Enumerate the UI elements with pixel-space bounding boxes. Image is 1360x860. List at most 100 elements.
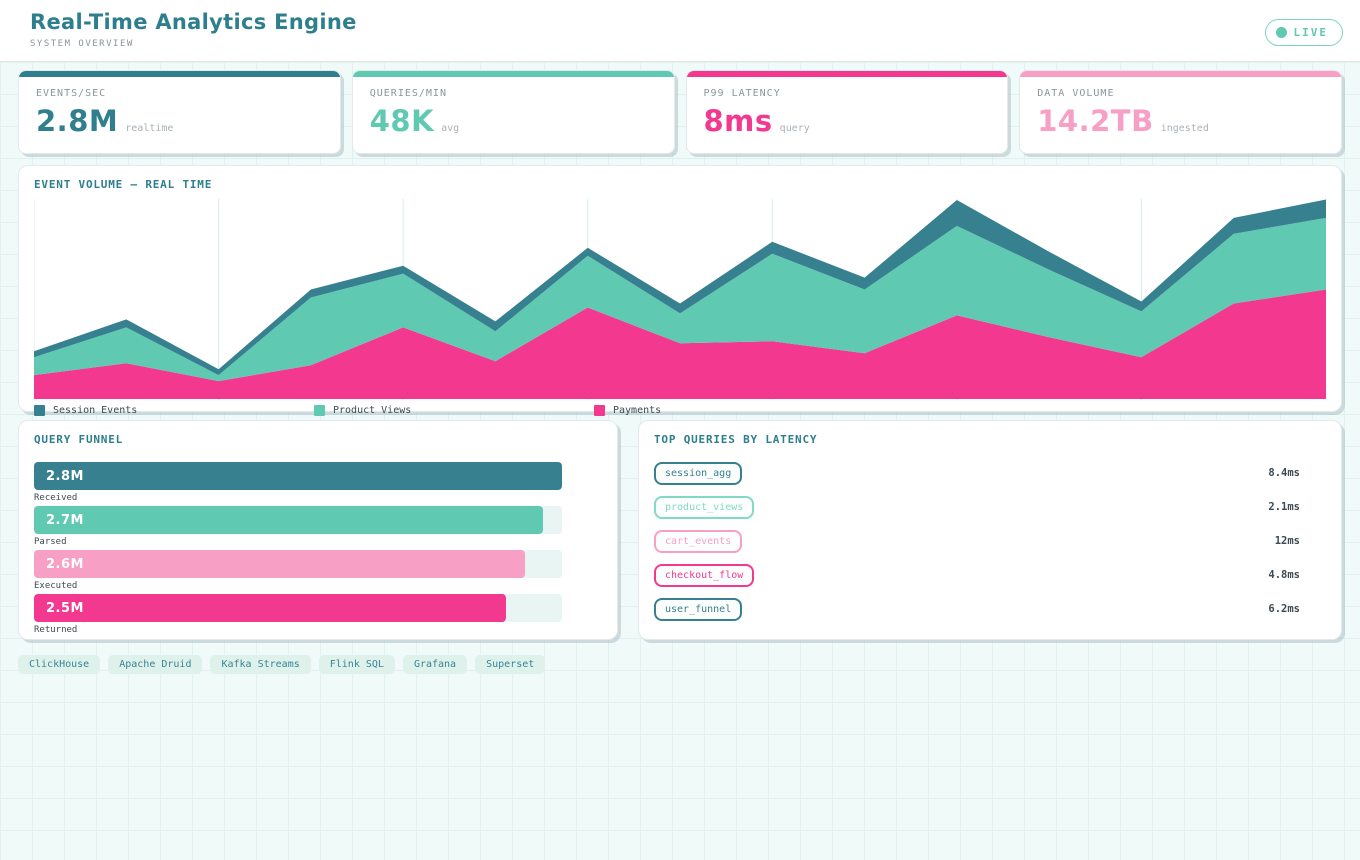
legend-item: Payments xyxy=(594,405,874,416)
stat-label: EVENTS/SEC xyxy=(36,88,107,99)
latency-value: 6.2ms xyxy=(1268,603,1300,615)
tag-apache-druid[interactable]: Apache Druid xyxy=(108,655,203,674)
funnel-bar-value: 2.5M xyxy=(46,600,84,616)
stat-label: QUERIES/MIN xyxy=(369,88,447,99)
stat-card-body: DATA VOLUME 14.2TB ingested xyxy=(1020,77,1341,138)
stat-value-row: 8ms query xyxy=(704,104,991,138)
stat-value-row: 48K avg xyxy=(370,104,657,138)
latency-row-user_funnel: user_funnel 6.2ms xyxy=(654,596,1326,622)
funnel-bar-track: 2.6M xyxy=(34,550,562,578)
funnel-step-parsed: 2.7M Parsed xyxy=(34,506,602,548)
funnel-bar-track: 2.5M xyxy=(34,594,562,622)
query-chip[interactable]: product_views xyxy=(654,495,755,519)
stat-value-row: 14.2TB ingested xyxy=(1037,104,1324,138)
legend-label: Payments xyxy=(613,405,662,416)
tag-flink-sql[interactable]: Flink SQL xyxy=(318,655,395,674)
latency-row-cart_events: cart_events 12ms xyxy=(654,528,1326,554)
main-content: EVENTS/SEC 2.8M realtime QUERIES/MIN 48K avg P… xyxy=(0,62,1360,860)
funnel-step-caption: Parsed xyxy=(34,537,67,547)
stat-unit: query xyxy=(779,123,810,134)
stat-accent-bar xyxy=(686,71,1008,77)
live-badge-label: LIVE xyxy=(1293,26,1328,39)
stat-accent-bar xyxy=(19,71,340,77)
funnel-step-caption: Executed xyxy=(34,581,78,591)
area-series-product_views xyxy=(34,217,1326,382)
legend-label: Product Views xyxy=(333,405,412,416)
header: Real-Time Analytics Engine SYSTEM OVERVI… xyxy=(0,0,1360,62)
stat-card-queries-min: QUERIES/MIN 48K avg xyxy=(351,70,675,154)
stat-card-p99-latency: P99 LATENCY 8ms query xyxy=(685,70,1009,154)
page-title: Real-Time Analytics Engine xyxy=(30,10,357,34)
funnel-bar: 2.8M xyxy=(34,462,562,490)
funnel-step-caption: Received xyxy=(34,493,78,503)
live-badge[interactable]: LIVE xyxy=(1264,19,1343,46)
latency-title: TOP QUERIES BY LATENCY xyxy=(654,433,818,446)
funnel-bar: 2.7M xyxy=(34,506,543,534)
stat-card-body: P99 LATENCY 8ms query xyxy=(687,77,1008,138)
chart-legend: Session Events Product Views Payments xyxy=(34,405,1326,416)
stat-card-data-volume: DATA VOLUME 14.2TB ingested xyxy=(1019,70,1342,154)
chart-title: EVENT VOLUME — REAL TIME xyxy=(34,178,213,191)
live-status-icon xyxy=(1275,27,1287,38)
funnel-rows: 2.8M Received 2.7M Parsed 2.6M Executed 2.5M Re… xyxy=(34,462,602,636)
legend-label: Session Events xyxy=(53,405,138,416)
tag-grafana[interactable]: Grafana xyxy=(402,655,468,674)
query-chip[interactable]: cart_events xyxy=(654,529,743,553)
tech-tags-row: ClickHouse Apache Druid Kafka Streams Flink… xyxy=(18,655,1342,674)
stat-value: 14.2TB xyxy=(1037,104,1154,138)
latency-row-product_views: product_views 2.1ms xyxy=(654,494,1326,520)
stat-value: 48K xyxy=(369,104,435,138)
stat-unit: avg xyxy=(441,123,460,134)
area-series-payments xyxy=(34,289,1326,399)
legend-item: Session Events xyxy=(34,405,314,416)
top-queries-panel: TOP QUERIES BY LATENCY session_agg 8.4ms p… xyxy=(638,420,1342,640)
funnel-step-returned: 2.5M Returned xyxy=(34,594,602,636)
tag-superset[interactable]: Superset xyxy=(475,655,546,674)
stat-label: DATA VOLUME xyxy=(1037,88,1115,99)
area-series-session_events xyxy=(34,199,1326,376)
funnel-bar-track: 2.7M xyxy=(34,506,562,534)
stat-accent-bar xyxy=(352,71,674,77)
tag-clickhouse[interactable]: ClickHouse xyxy=(18,655,101,674)
stat-unit: realtime xyxy=(125,123,174,134)
stat-accent-bar xyxy=(1020,71,1341,77)
funnel-step-caption: Returned xyxy=(34,625,78,635)
funnel-title: QUERY FUNNEL xyxy=(34,433,124,446)
stat-value: 2.8M xyxy=(36,104,119,138)
query-chip[interactable]: session_agg xyxy=(654,461,743,485)
stat-label: P99 LATENCY xyxy=(703,88,781,99)
query-funnel-panel: QUERY FUNNEL 2.8M Received 2.7M Parsed 2.6M E… xyxy=(18,420,618,640)
funnel-bar-value: 2.7M xyxy=(46,512,84,528)
latency-value: 12ms xyxy=(1274,535,1300,547)
funnel-step-executed: 2.6M Executed xyxy=(34,550,602,592)
funnel-bar-track: 2.8M xyxy=(34,462,562,490)
latency-value: 8.4ms xyxy=(1268,467,1300,479)
funnel-bar: 2.5M xyxy=(34,594,506,622)
page-subtitle: SYSTEM OVERVIEW xyxy=(30,39,134,49)
funnel-bar: 2.6M xyxy=(34,550,525,578)
stat-value-row: 2.8M realtime xyxy=(36,104,323,138)
query-chip[interactable]: user_funnel xyxy=(654,597,743,621)
funnel-bar-value: 2.8M xyxy=(46,468,84,484)
stat-card-events-sec: EVENTS/SEC 2.8M realtime xyxy=(18,70,341,154)
latency-value: 4.8ms xyxy=(1268,569,1300,581)
funnel-step-received: 2.8M Received xyxy=(34,462,602,504)
stat-card-body: QUERIES/MIN 48K avg xyxy=(353,77,674,138)
bottom-panels-row: QUERY FUNNEL 2.8M Received 2.7M Parsed 2.6M E… xyxy=(18,420,1342,640)
legend-item: Product Views xyxy=(314,405,594,416)
stat-value: 8ms xyxy=(703,104,773,138)
latency-value: 2.1ms xyxy=(1268,501,1300,513)
stat-unit: ingested xyxy=(1160,123,1209,134)
latency-row-session_agg: session_agg 8.4ms xyxy=(654,460,1326,486)
tag-kafka-streams[interactable]: Kafka Streams xyxy=(210,655,311,674)
legend-swatch-icon xyxy=(314,405,325,416)
funnel-bar-value: 2.6M xyxy=(46,556,84,572)
stat-card-body: EVENTS/SEC 2.8M realtime xyxy=(19,77,340,138)
latency-rows: session_agg 8.4ms product_views 2.1ms cart_e… xyxy=(654,460,1326,622)
stacked-area-chart xyxy=(34,199,1326,400)
stats-row: EVENTS/SEC 2.8M realtime QUERIES/MIN 48K avg P… xyxy=(18,70,1342,154)
latency-row-checkout_flow: checkout_flow 4.8ms xyxy=(654,562,1326,588)
query-chip[interactable]: checkout_flow xyxy=(654,563,755,587)
legend-swatch-icon xyxy=(594,405,605,416)
event-volume-panel: EVENT VOLUME — REAL TIME Session Events P… xyxy=(18,165,1342,416)
